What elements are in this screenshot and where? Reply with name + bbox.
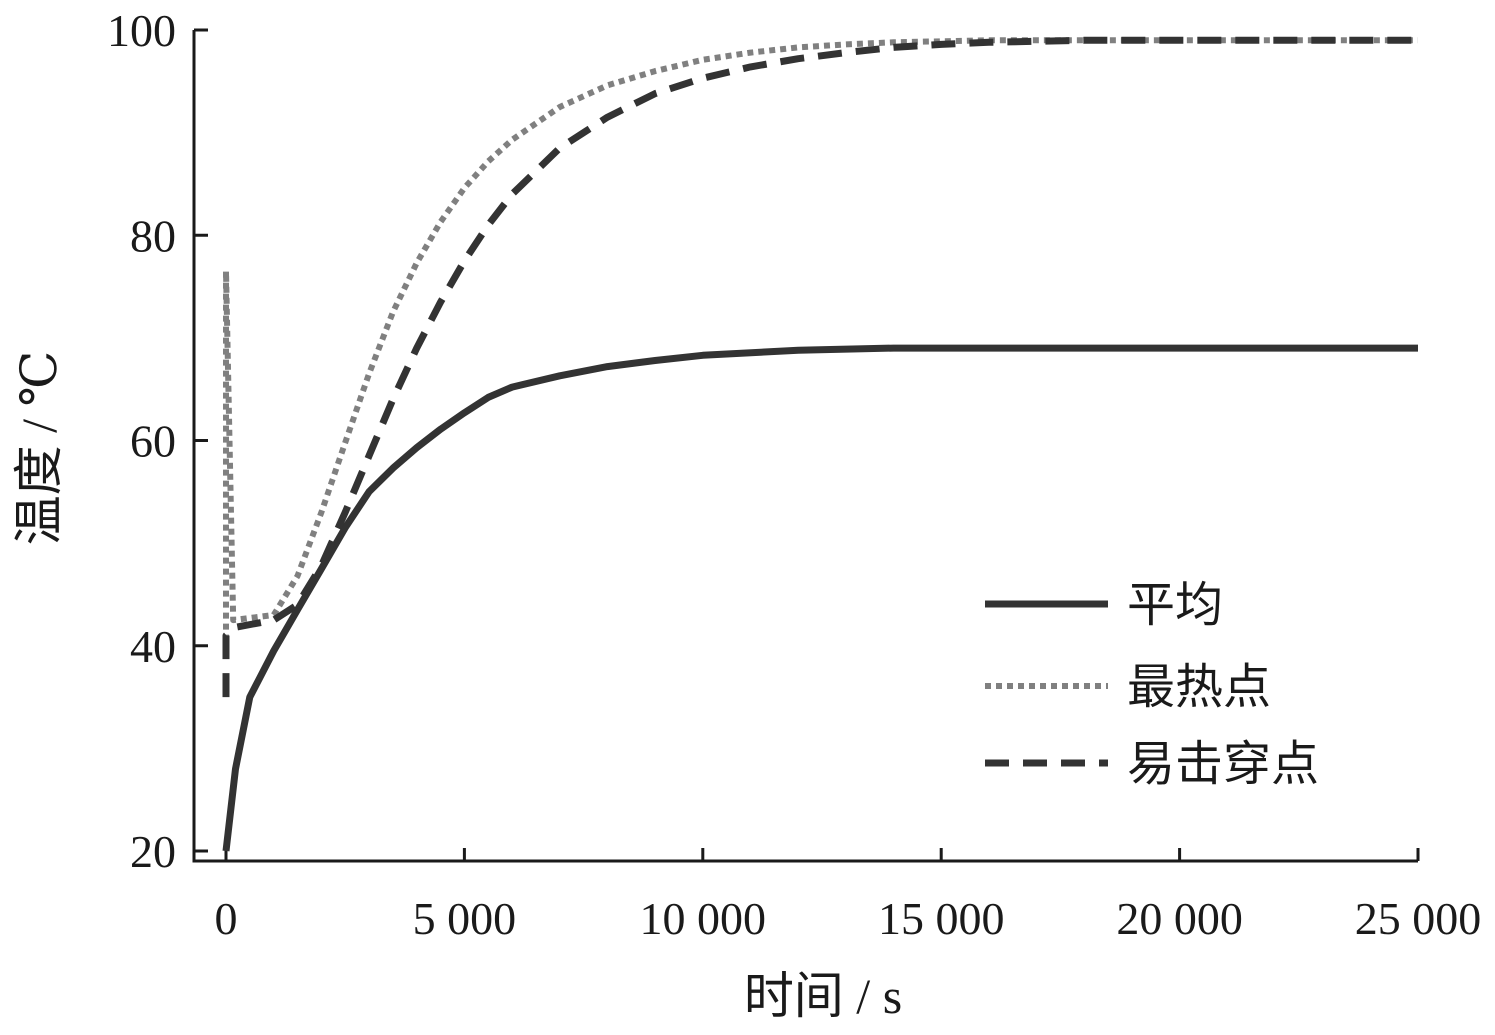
x-tick-label: 10 000 [640,893,767,944]
legend-label: 易击穿点 [1127,736,1319,792]
series-line-dotted [223,37,1418,641]
axes: 0 5 000 10 000 15 000 20 000 25 000 20 40 60 80 10… [107,5,1481,944]
x-tick-label: 20 000 [1116,893,1243,944]
x-tick-label: 25 000 [1355,893,1482,944]
y-tick-label: 100 [107,5,176,56]
legend-label: 平均 [1127,577,1223,633]
y-tick-label: 20 [130,826,176,877]
y-tick-label: 80 [130,210,176,261]
series-line-dashed [222,36,1418,698]
x-tick-label: 0 [215,893,238,944]
y-tick-label: 40 [130,621,176,672]
legend-label: 最热点 [1127,659,1271,715]
axis-frame [192,30,1418,863]
x-axis-title: 时间 / s [744,968,902,1024]
x-tick-label: 5 000 [413,893,517,944]
plot-area [222,36,1418,852]
y-tick-label: 60 [130,416,176,467]
x-tick-label: 15 000 [878,893,1005,944]
series-line-solid [222,344,1418,852]
y-axis-title: 温度 / ℃ [11,351,67,546]
